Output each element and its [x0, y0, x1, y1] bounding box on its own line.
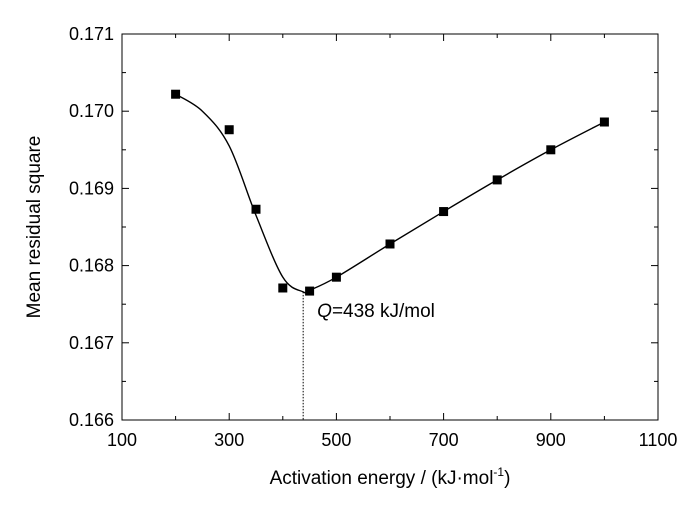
- plot-frame: [121, 33, 659, 421]
- x-tick-label: 700: [429, 430, 459, 450]
- y-axis-title: Mean residual square: [24, 136, 45, 319]
- q-annotation: Q=438 kJ/mol: [317, 301, 435, 322]
- data-point: [251, 204, 261, 214]
- y-tick-label: 0.168: [69, 256, 114, 276]
- y-tick-label: 0.169: [69, 178, 114, 198]
- data-point: [305, 286, 315, 296]
- y-tick-label: 0.171: [69, 24, 114, 44]
- y-tick-label: 0.166: [69, 410, 114, 430]
- x-tick-label: 1100: [639, 430, 678, 450]
- x-axis-title: Activation energy / (kJ·mol-1): [270, 465, 511, 489]
- x-tick-label: 100: [107, 430, 137, 450]
- x-axis-title-end: ): [504, 468, 510, 489]
- q-annotation-value: =438 kJ/mol: [332, 301, 435, 322]
- x-axis-title-sup: -1: [493, 465, 504, 479]
- data-point: [224, 125, 234, 135]
- x-tick-label: 300: [214, 430, 244, 450]
- data-point: [171, 89, 181, 99]
- data-point: [599, 117, 609, 127]
- tick-labels: 100 300 500 700 900 1100 0.166 0.167 0.168 0.169 0…: [69, 24, 677, 450]
- data-point: [385, 239, 395, 249]
- y-tick-label: 0.167: [69, 333, 114, 353]
- data-point: [546, 145, 556, 155]
- data-point: [439, 207, 449, 217]
- x-axis-title-main: Activation energy / (kJ·mol: [270, 468, 494, 489]
- data-point: [492, 175, 502, 185]
- q-annotation-symbol: Q: [317, 301, 332, 322]
- data-point: [278, 283, 288, 293]
- x-tick-label: 900: [536, 430, 566, 450]
- x-tick-label: 500: [321, 430, 351, 450]
- data-points: [171, 89, 609, 296]
- data-point: [331, 272, 341, 282]
- fit-curve: [175, 93, 605, 294]
- ticks: [121, 33, 659, 421]
- y-tick-label: 0.170: [69, 101, 114, 121]
